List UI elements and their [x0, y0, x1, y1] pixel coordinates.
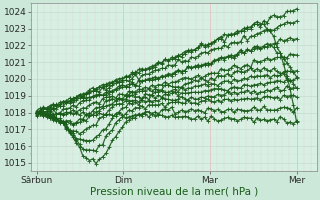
- X-axis label: Pression niveau de la mer( hPa ): Pression niveau de la mer( hPa ): [90, 187, 258, 197]
